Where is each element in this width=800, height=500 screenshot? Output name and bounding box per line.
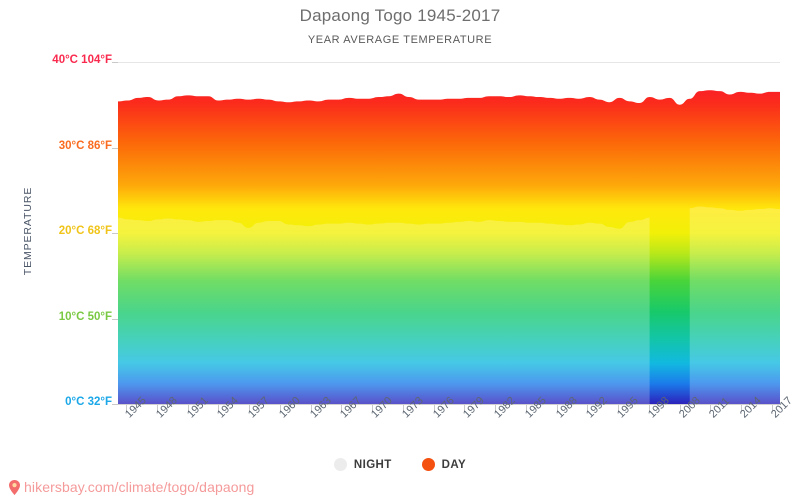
temperature-area-chart [118, 90, 780, 404]
x-axis-tick [372, 405, 374, 412]
x-axis-tick [495, 405, 497, 412]
y-axis-tick [112, 318, 118, 320]
chart-subtitle: YEAR AVERAGE TEMPERATURE [307, 34, 493, 46]
x-axis-tick [402, 405, 404, 412]
legend-label: DAY [441, 458, 467, 471]
x-axis-tick [433, 405, 435, 412]
legend-label: NIGHT [353, 458, 392, 471]
night-band-overlay [118, 206, 780, 404]
legend-item-night[interactable]: NIGHT [333, 458, 392, 471]
y-axis-tick-label: 20°C 68°F [58, 225, 112, 237]
x-axis-line [118, 404, 780, 405]
y-axis-labels: 40°C 104°F 30°C 86°F 20°C 68°F 10°C 50°F 0°C… [0, 0, 112, 500]
x-axis-tick [741, 405, 743, 412]
gridline [118, 62, 780, 63]
map-pin-icon [9, 479, 20, 495]
source-url: hikersbay.com/climate/togo/dapaong [24, 479, 255, 495]
temperature-gradient-fill [118, 90, 780, 404]
x-axis-tick [156, 405, 158, 412]
legend-day-circle-icon [421, 458, 435, 471]
source-watermark[interactable]: hikersbay.com/climate/togo/dapaong [8, 479, 254, 495]
x-axis-tick [772, 405, 773, 412]
y-axis-tick [112, 404, 118, 405]
x-axis-tick [249, 405, 251, 412]
x-axis-tick [710, 405, 712, 412]
page-title: Dapaong Togo 1945-2017 [299, 6, 501, 25]
x-axis-tick [618, 405, 620, 412]
y-axis-tick [112, 62, 118, 63]
x-axis-tick [279, 405, 281, 412]
plot-area [118, 62, 780, 404]
chart-legend: NIGHT DAY [0, 458, 800, 471]
x-axis-tick [525, 405, 527, 412]
x-axis-tick [126, 405, 127, 412]
legend-item-day[interactable]: DAY [421, 458, 467, 471]
y-axis-tick [112, 147, 118, 149]
x-axis-tick [464, 405, 466, 412]
x-axis-tick [341, 405, 343, 412]
y-axis-tick-label: 10°C 50°F [58, 310, 112, 323]
x-axis-tick [587, 405, 589, 412]
x-axis-tick [310, 405, 312, 412]
x-axis-tick [218, 405, 220, 412]
y-axis-tick-label: 40°C 104°F [52, 54, 112, 66]
x-axis-tick [556, 405, 558, 412]
legend-night-circle-icon [333, 458, 347, 471]
y-axis-tick [112, 233, 118, 234]
x-axis-tick [187, 405, 189, 412]
x-axis-tick [648, 405, 650, 412]
x-axis-tick [679, 405, 681, 412]
y-axis-tick-label: 30°C 86°F [58, 139, 112, 152]
y-axis-tick-label: 0°C 32°F [65, 396, 112, 408]
